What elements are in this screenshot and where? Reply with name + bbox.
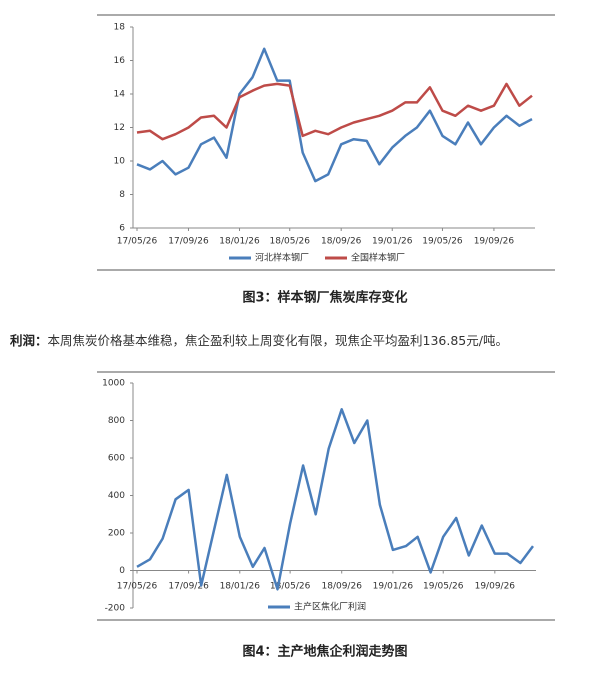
caption: 图3：样本钢厂焦炭库存变化	[242, 290, 407, 306]
series-line	[136, 82, 533, 141]
caption: 图4：主产地焦企利润走势图	[242, 644, 407, 660]
x-tick-label: 19/01/26	[372, 237, 413, 247]
y-tick-label: 6	[119, 224, 125, 234]
x-tick-label: 17/09/26	[168, 582, 209, 592]
paragraph-label: 利润：	[10, 333, 48, 348]
x-tick-label: 19/09/26	[475, 582, 516, 592]
paragraph: 利润：本周焦炭价格基本维稳，焦企盈利较上周变化有限，现焦企平均盈利136.85元…	[10, 330, 508, 349]
y-tick-label: 16	[114, 56, 126, 66]
x-tick-label: 18/01/26	[219, 237, 260, 247]
y-tick-label: 12	[114, 123, 125, 133]
x-tick-label: 18/09/26	[321, 237, 362, 247]
y-tick-label: 10	[114, 157, 126, 167]
y-tick-label: 18	[114, 23, 126, 33]
y-tick-label: 200	[108, 529, 125, 539]
y-tick-label: 1000	[102, 379, 125, 389]
x-tick-label: 18/05/26	[270, 237, 311, 247]
y-tick-label: 8	[119, 190, 125, 200]
x-tick-label: 17/05/26	[117, 582, 158, 592]
y-tick-label: 800	[108, 416, 125, 426]
x-tick-label: 19/09/26	[474, 237, 515, 247]
series-line	[136, 408, 535, 591]
x-tick-label: 18/05/26	[270, 582, 311, 592]
y-tick-label: 0	[119, 566, 125, 576]
x-tick-label: 17/05/26	[117, 237, 158, 247]
legend-label: 河北样本钢厂	[255, 252, 309, 264]
y-tick-label: 400	[108, 491, 125, 501]
paragraph-text: 本周焦炭价格基本维稳，焦企盈利较上周变化有限，现焦企平均盈利136.85元/吨。	[47, 333, 508, 348]
series-line	[136, 47, 533, 183]
y-tick-label: 600	[108, 454, 125, 464]
x-tick-label: 19/05/26	[423, 582, 464, 592]
x-tick-label: 19/05/26	[422, 237, 463, 247]
y-tick-label: -200	[105, 604, 126, 614]
legend-label: 主产区焦化厂利润	[294, 601, 366, 613]
x-tick-label: 17/09/26	[168, 237, 209, 247]
x-tick-label: 18/01/26	[220, 582, 261, 592]
y-tick-label: 14	[114, 90, 126, 100]
x-tick-label: 19/01/26	[373, 582, 414, 592]
x-tick-label: 18/09/26	[322, 582, 363, 592]
legend-label: 全国样本钢厂	[351, 252, 405, 264]
